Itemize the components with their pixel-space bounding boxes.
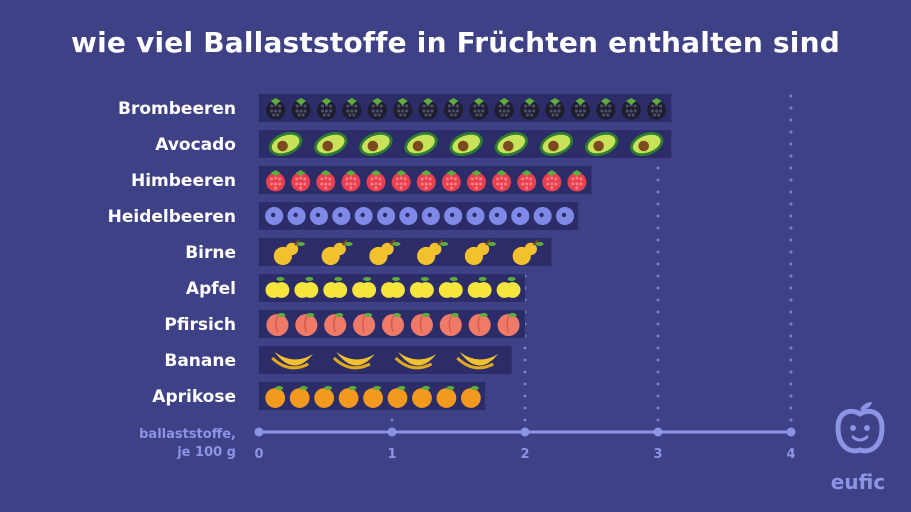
apple-icon <box>265 277 521 298</box>
category-label: Avocado <box>155 135 236 155</box>
x-axis-label: ballaststoffe, <box>139 427 236 442</box>
x-tick-label: 0 <box>254 447 263 462</box>
category-label: Brombeeren <box>118 99 236 119</box>
x-tick-label: 1 <box>387 447 396 462</box>
category-label: Pfirsich <box>164 315 236 335</box>
category-label: Birne <box>185 243 236 263</box>
category-label: Banane <box>164 351 236 371</box>
x-axis-tick-marker <box>520 427 530 437</box>
banana-icon <box>271 352 499 370</box>
pear-icon <box>273 239 544 266</box>
category-label: Heidelbeeren <box>108 207 236 227</box>
x-tick-label: 4 <box>786 447 795 462</box>
eufic-logo-text: eufic <box>830 470 886 494</box>
apricot-icon <box>265 386 481 408</box>
peach-icon <box>266 313 520 337</box>
category-label: Aprikose <box>152 387 236 407</box>
blueberry-icon <box>265 206 575 226</box>
bar <box>259 238 552 266</box>
category-label: Apfel <box>186 279 236 299</box>
chart-title: wie viel Ballaststoffe in Früchten entha… <box>71 26 840 59</box>
x-axis-label: je 100 g <box>176 445 236 460</box>
avocado-icon <box>268 132 664 156</box>
raspberry-icon <box>266 170 587 192</box>
x-axis-tick-marker <box>653 427 663 437</box>
blackberry-icon <box>266 98 667 120</box>
x-tick-label: 3 <box>653 447 662 462</box>
x-axis-tick-marker <box>387 427 397 437</box>
bar <box>259 202 579 230</box>
x-axis-tick-marker <box>254 427 264 437</box>
x-tick-label: 2 <box>520 447 529 462</box>
eufic-apple-logo-icon <box>835 402 885 454</box>
x-axis-tick-marker <box>786 427 796 437</box>
category-label: Himbeeren <box>131 171 236 191</box>
